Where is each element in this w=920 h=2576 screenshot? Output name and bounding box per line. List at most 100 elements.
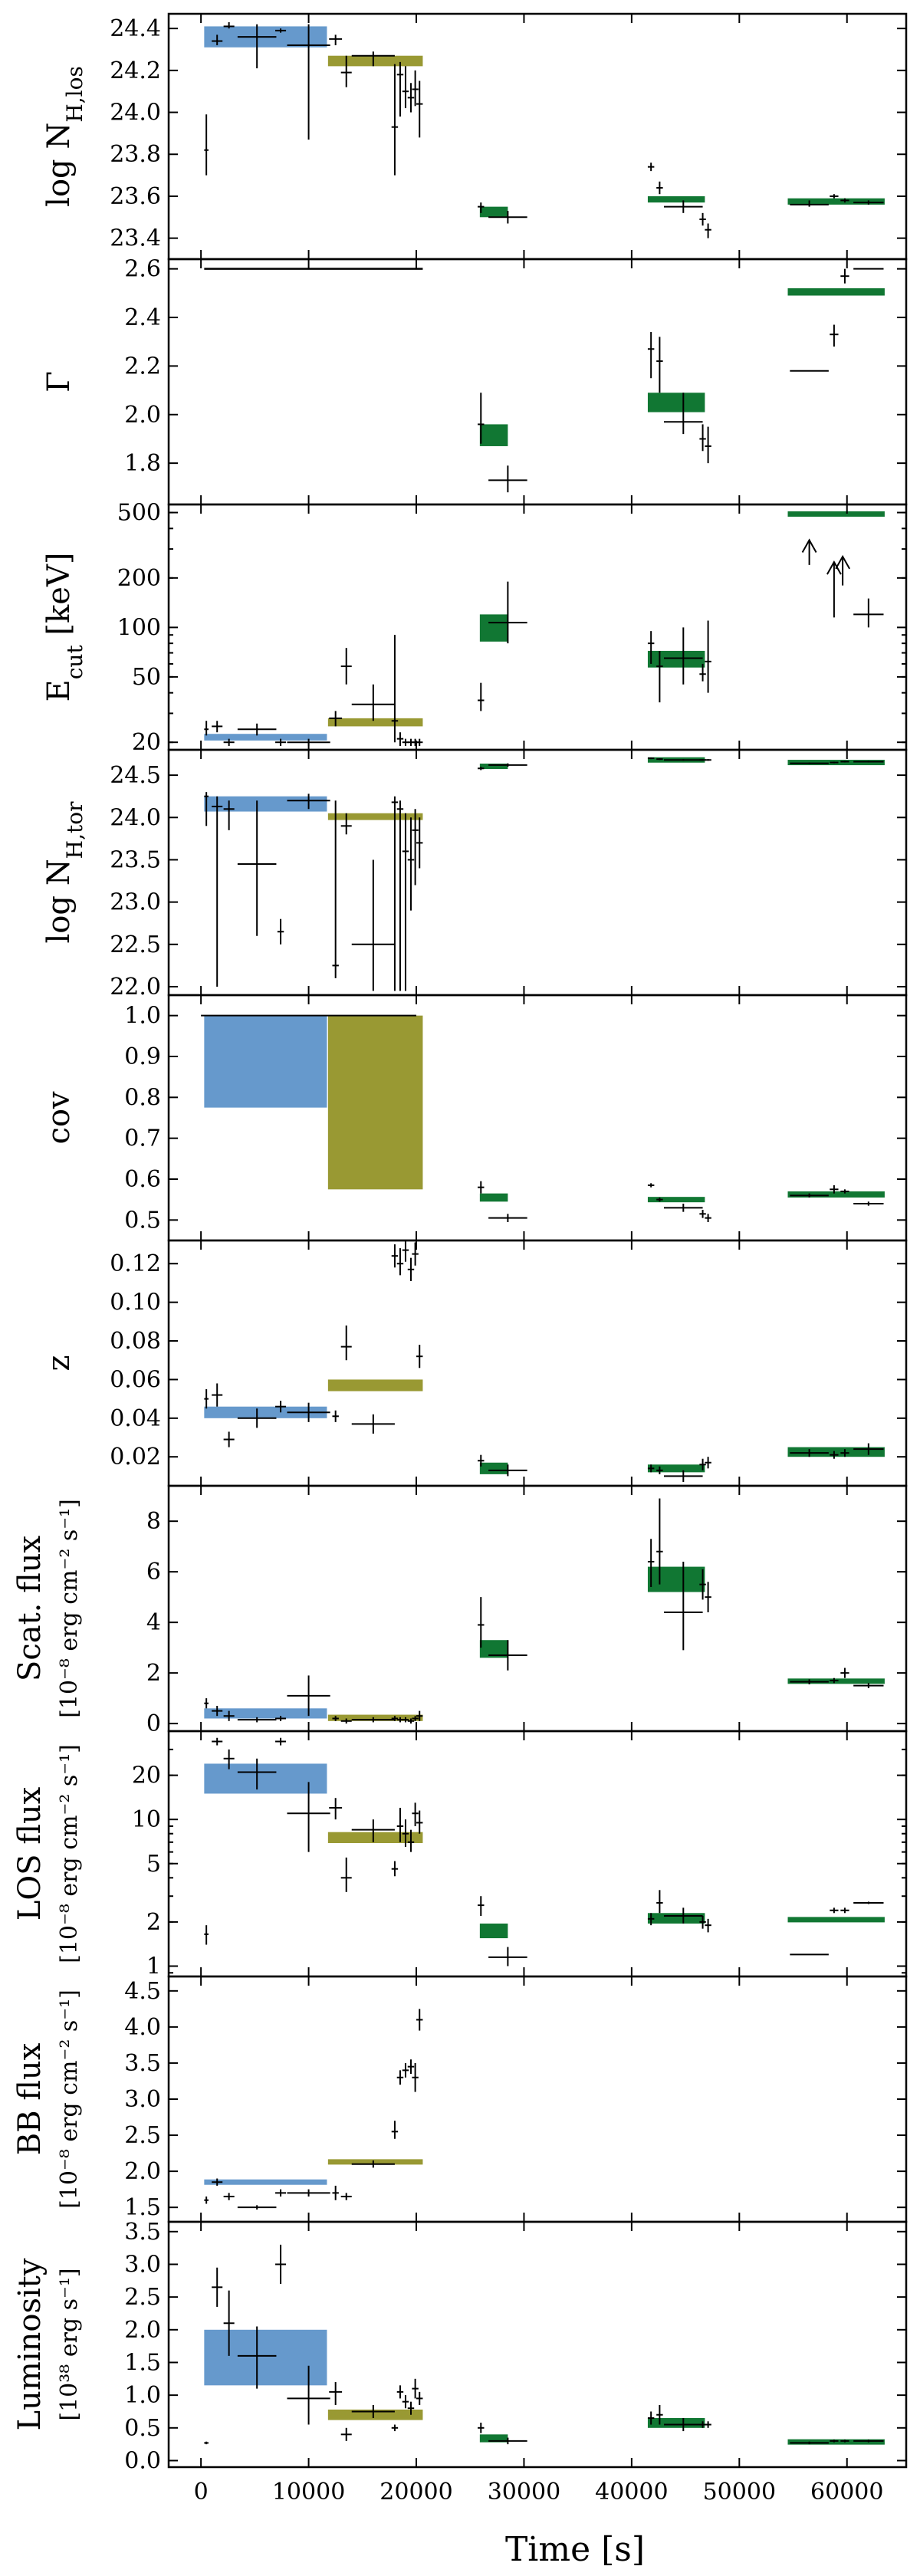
y-tick-label: 2 [146,1660,161,1687]
point-nh-tor-15 [478,767,485,770]
point-luminosity-16 [488,2437,527,2445]
arrow-ecut-0 [801,538,817,565]
point-luminosity-2 [223,2290,235,2356]
panel-bb-flux: 1.5 2.0 2.5 3.0 3.5 4.0 4.5 BB flux [10⁻⁸ erg cm… [12,1975,908,2223]
point-z-11 [402,1240,409,1262]
point-luminosity-0 [204,2441,209,2445]
point-luminosity-18 [656,2404,663,2425]
point-z-10 [396,1248,404,1276]
point-nh-los-0 [204,114,209,176]
point-ecut-0 [204,721,209,736]
band-scat-flux-1 [327,1714,423,1721]
point-luminosity-8 [351,2404,395,2418]
y-tick-label: 23.0 [110,889,161,916]
y-tick-label: 1.8 [124,450,161,477]
y-axis-units-bb-flux: [10⁻⁸ erg cm⁻² s⁻¹] [56,1990,83,2209]
y-label-main: z [41,1355,77,1371]
point-bb-flux-13 [412,2062,419,2092]
point-los-flux-24 [840,1907,849,1914]
y-tick-label: 0.08 [110,1328,161,1355]
point-ecut-18 [656,650,663,703]
point-scat-flux-9 [391,1716,399,1721]
point-nh-los-22 [790,200,829,207]
y-label-sub: H,tor [62,801,87,859]
y-label-main: BB flux [12,2042,48,2155]
point-z-7 [340,1325,352,1361]
point-z-25 [853,1443,884,1455]
point-los-flux-8 [351,1819,395,1842]
y-tick-label: 5 [146,1851,161,1878]
y-tick-label: 23.6 [110,183,161,210]
point-los-flux-20 [699,1915,706,1929]
point-bb-flux-8 [351,2160,395,2168]
point-cov-4 [656,1198,663,1202]
point-nh-los-3 [237,24,277,69]
point-z-9 [391,1244,399,1268]
band-los-flux-2 [479,1924,508,1939]
point-nh-tor-11 [402,813,409,991]
y-tick-label: 6 [146,1559,161,1585]
y-tick-label: 4.0 [124,2014,161,2041]
point-scat-flux-13 [412,1716,419,1721]
band-gamma-2 [647,393,705,412]
point-z-13 [412,1242,419,1266]
panel-frame [167,503,908,751]
point-luminosity-7 [340,2427,352,2441]
x-tick-label: 20000 [380,2479,452,2505]
point-los-flux-12 [407,1829,415,1852]
point-ecut-15 [478,682,485,711]
point-z-22 [790,1449,829,1457]
panel-content [204,1737,885,1967]
panel-nh-los: 23.4 23.6 23.8 24.0 24.2 24.4 log NH,los [41,12,908,261]
y-tick-label: 100 [117,614,161,641]
y-tick-label: 50 [132,664,161,691]
band-los-flux-1 [327,1832,423,1844]
point-bb-flux-7 [340,2193,352,2200]
point-gamma-8 [830,324,839,347]
point-bb-flux-3 [237,2205,277,2210]
arrow-ecut-2 [835,554,851,586]
point-nh-tor-21 [705,759,711,761]
point-ecut-8 [351,684,395,721]
point-nh-los-17 [647,163,655,172]
point-z-1 [212,1383,223,1407]
point-z-8 [351,1414,395,1434]
band-nh-los-4 [787,198,885,205]
point-nh-tor-7 [340,813,352,835]
point-nh-tor-6 [332,800,339,978]
y-tick-label: 2.0 [124,2158,161,2185]
point-gamma-2 [647,332,655,379]
y-tick-label: 0.6 [124,1166,161,1193]
point-scat-flux-2 [223,1710,235,1721]
point-los-flux-6 [329,1798,343,1820]
panel-frame [167,2220,908,2469]
point-nh-tor-12 [407,817,415,911]
point-z-2 [223,1431,235,1447]
point-los-flux-11 [402,1819,409,1847]
x-tick-label: 10000 [272,2479,345,2505]
panel-content [204,2009,423,2210]
point-ecut-3 [237,723,277,736]
point-z-4 [275,1401,287,1413]
point-z-17 [647,1464,655,1473]
point-nh-tor-13 [412,809,419,886]
band-luminosity-2 [479,2434,508,2443]
band-z-3 [647,1464,705,1473]
point-luminosity-21 [705,2421,711,2428]
point-scat-flux-19 [664,1561,703,1651]
point-z-3 [237,1408,277,1428]
point-los-flux-5 [287,1782,330,1852]
y-tick-label: 23.4 [110,225,161,252]
band-nh-tor-2 [479,764,508,770]
panel-scat-flux: 0 2 4 6 8 Scat. flux [10⁻⁸ erg cm⁻² s⁻¹] [12,1484,908,1737]
y-label-tail: [keV] [41,553,77,646]
point-ecut-20 [699,663,706,682]
y-tick-label: 24.0 [110,804,161,831]
y-label-main: Scat. flux [12,1535,48,1681]
y-tick-label: 24.5 [110,762,161,789]
band-nh-los-3 [647,196,705,203]
point-gamma-4 [664,393,703,435]
point-gamma-6 [705,426,711,464]
point-ecut-7 [340,648,352,685]
y-tick-label: 22.0 [110,974,161,1001]
